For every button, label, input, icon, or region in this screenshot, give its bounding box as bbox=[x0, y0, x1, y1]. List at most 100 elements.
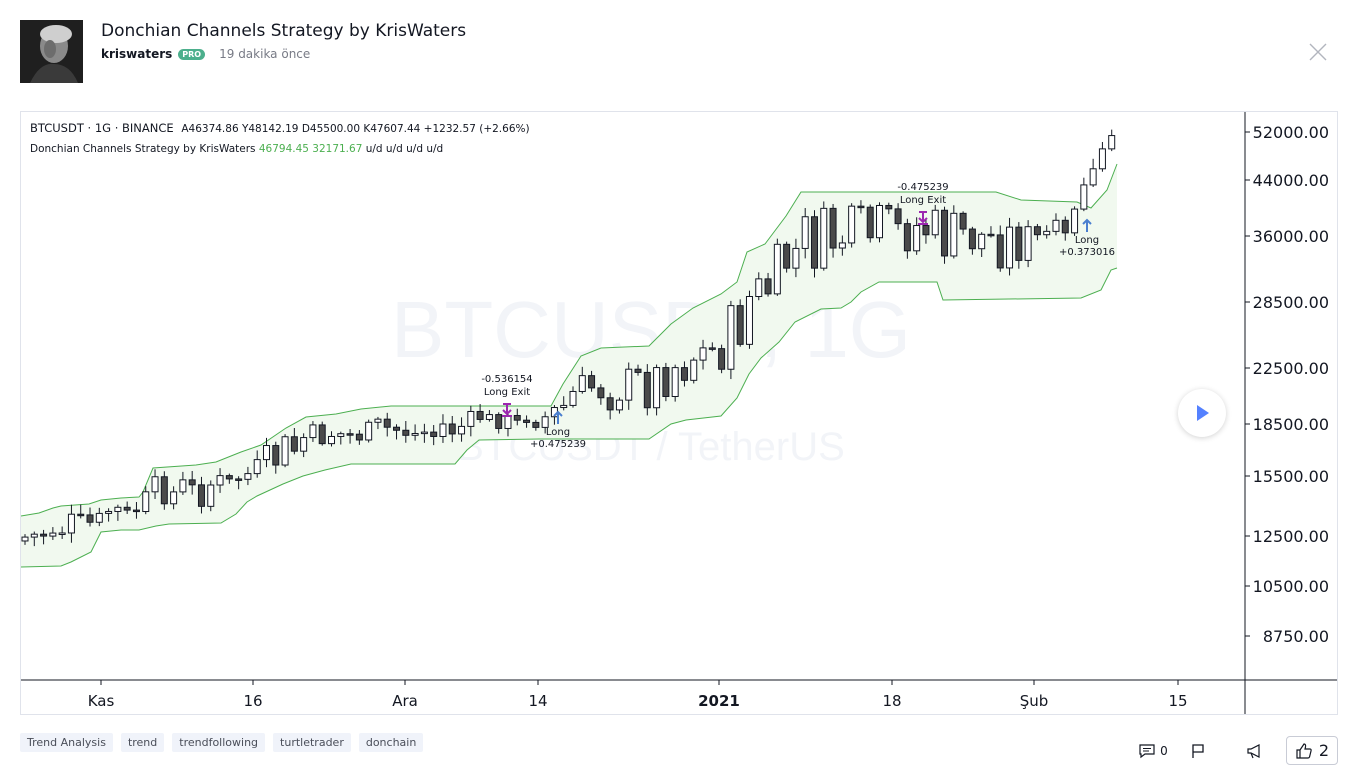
avatar-image bbox=[20, 20, 83, 83]
candle-body bbox=[49, 532, 57, 537]
candle-body bbox=[467, 410, 475, 427]
price-axis-label: 8750.00 bbox=[1263, 627, 1329, 646]
candle-body bbox=[1080, 184, 1088, 210]
candle-body bbox=[1033, 226, 1041, 236]
indicator-legend: Donchian Channels Strategy by KrisWaters… bbox=[30, 143, 443, 155]
signal-value: +0.373016 bbox=[1059, 247, 1115, 258]
like-button[interactable]: 2 bbox=[1285, 736, 1338, 765]
pro-badge: PRO bbox=[178, 48, 206, 60]
candle-body bbox=[615, 399, 623, 411]
price-axis-label: 15500.00 bbox=[1253, 467, 1329, 486]
candle-body bbox=[114, 506, 122, 512]
candle-body bbox=[941, 209, 949, 257]
tag-item[interactable]: turtletrader bbox=[273, 733, 351, 752]
candle-body bbox=[801, 216, 809, 249]
candle-body bbox=[950, 212, 958, 257]
candle-body bbox=[1089, 168, 1097, 186]
close-icon[interactable] bbox=[1308, 42, 1328, 62]
candle-body bbox=[485, 414, 493, 420]
candle-body bbox=[411, 432, 419, 436]
price-axis-label: 10500.00 bbox=[1253, 577, 1329, 596]
candle-body bbox=[736, 305, 744, 345]
candle-body bbox=[1061, 219, 1069, 234]
candle-body bbox=[820, 207, 828, 269]
tag-item[interactable]: Trend Analysis bbox=[20, 733, 113, 752]
candle-body bbox=[272, 445, 280, 466]
tag-item[interactable]: trend bbox=[120, 733, 165, 752]
candle-body bbox=[30, 533, 38, 538]
candle-body bbox=[634, 368, 642, 373]
indicator-name[interactable]: Donchian Channels Strategy by KrisWaters bbox=[30, 143, 256, 155]
indicator-values: 46794.45 32171.67 bbox=[258, 143, 363, 155]
price-axis-label: 22500.00 bbox=[1253, 359, 1329, 378]
candle-body bbox=[690, 359, 698, 381]
time-axis-label: 16 bbox=[243, 692, 262, 710]
candle-body bbox=[1108, 135, 1116, 150]
candle-body bbox=[179, 479, 187, 493]
candle-body bbox=[866, 206, 874, 239]
candle-body bbox=[383, 418, 391, 428]
candle-body bbox=[337, 433, 345, 437]
candle-body bbox=[1024, 226, 1032, 261]
chart-canvas[interactable]: BTCUSDT, 1G BTCUSDT / TetherUS -0.536154… bbox=[21, 112, 1337, 714]
report-button[interactable] bbox=[1190, 743, 1206, 759]
candle-body bbox=[931, 209, 939, 236]
candle-body bbox=[365, 421, 373, 441]
idea-header: Donchian Channels Strategy by KrisWaters… bbox=[20, 20, 1340, 84]
tag-list: Trend Analysis trend trendfollowing turt… bbox=[20, 733, 424, 752]
time-axis[interactable]: Kas 16 Ara 14 2021 18 Şub 15 bbox=[88, 680, 1188, 710]
long-arrow-icon bbox=[1082, 218, 1092, 232]
symbol-info[interactable]: BTCUSDT · 1G · BINANCE bbox=[30, 121, 174, 135]
tag-item[interactable]: donchain bbox=[358, 733, 424, 752]
candle-body bbox=[838, 242, 846, 249]
candle-body bbox=[829, 207, 837, 249]
candle-body bbox=[773, 243, 781, 295]
candle-body bbox=[476, 410, 484, 420]
candle-body bbox=[132, 509, 140, 513]
candle-body bbox=[569, 390, 577, 406]
candle-body bbox=[745, 296, 753, 345]
candle-body bbox=[810, 216, 818, 269]
price-axis-label: 52000.00 bbox=[1253, 123, 1329, 142]
candle-body bbox=[792, 247, 800, 269]
long-exit-arrow-icon bbox=[502, 403, 512, 417]
candles bbox=[21, 129, 1116, 547]
author-avatar[interactable] bbox=[20, 20, 83, 83]
candle-body bbox=[625, 368, 633, 401]
comments-button[interactable]: 0 bbox=[1138, 743, 1168, 759]
candle-body bbox=[653, 367, 661, 409]
candle-body bbox=[95, 512, 103, 523]
candle-body bbox=[606, 397, 614, 411]
candle-body bbox=[197, 484, 205, 507]
candle-body bbox=[513, 414, 521, 421]
share-button[interactable] bbox=[1246, 743, 1264, 759]
candle-body bbox=[1043, 230, 1051, 236]
candle-body bbox=[662, 367, 670, 397]
publish-time: 19 dakika önce bbox=[219, 47, 311, 61]
candle-body bbox=[1098, 148, 1106, 170]
tag-item[interactable]: trendfollowing bbox=[172, 733, 266, 752]
price-axis-label: 44000.00 bbox=[1253, 171, 1329, 190]
candle-body bbox=[439, 423, 447, 437]
candle-body bbox=[755, 278, 763, 298]
time-axis-label: 18 bbox=[882, 692, 901, 710]
candle-body bbox=[300, 437, 308, 452]
candle-body bbox=[523, 419, 531, 423]
author-name[interactable]: kriswaters bbox=[101, 47, 173, 61]
candle-body bbox=[328, 435, 336, 445]
candle-body bbox=[346, 433, 354, 436]
candle-body bbox=[290, 436, 298, 452]
candle-body bbox=[355, 433, 363, 441]
candle-body bbox=[393, 426, 401, 431]
time-axis-label: 14 bbox=[528, 692, 547, 710]
candle-body bbox=[448, 423, 456, 435]
candle-body bbox=[894, 208, 902, 225]
candle-body bbox=[402, 429, 410, 436]
long-exit-arrow-icon bbox=[918, 211, 928, 225]
play-replay-button[interactable] bbox=[1178, 389, 1226, 437]
candle-body bbox=[151, 476, 159, 493]
candle-body bbox=[1006, 226, 1014, 269]
price-axis[interactable]: 52000.00 44000.00 36000.00 28500.00 22500.00… bbox=[1245, 123, 1329, 646]
candle-body bbox=[67, 513, 75, 534]
chart-panel[interactable]: BTCUSDT, 1G BTCUSDT / TetherUS -0.536154… bbox=[20, 111, 1338, 715]
